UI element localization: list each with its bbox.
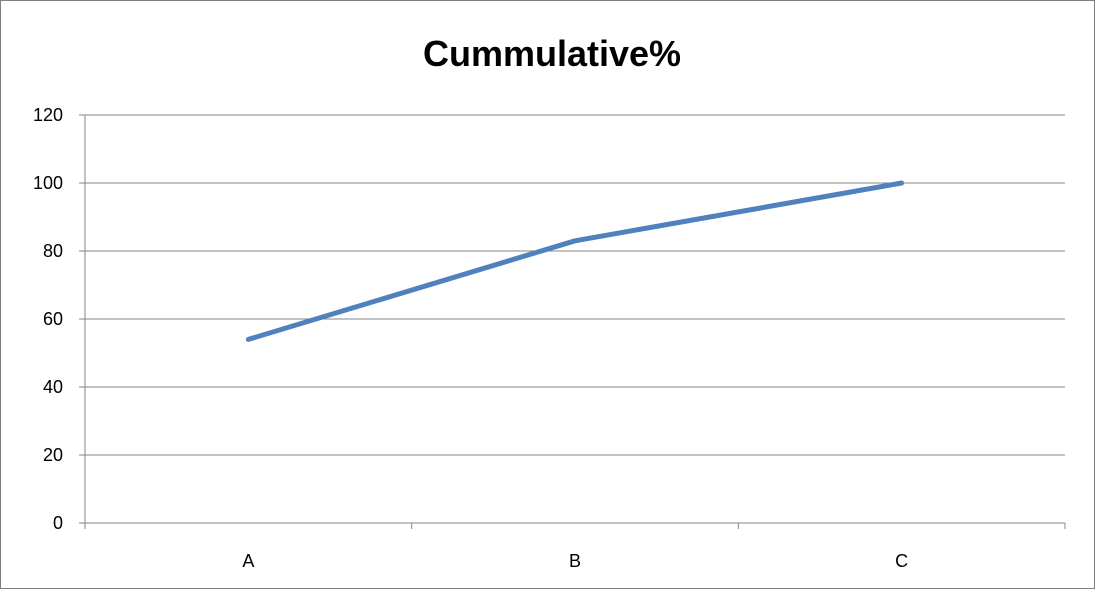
gridlines xyxy=(85,114,1065,456)
y-tick-label: 100 xyxy=(33,173,63,193)
x-tick-label: A xyxy=(242,551,254,571)
y-tick-label: 40 xyxy=(43,377,63,397)
y-tick-label: 0 xyxy=(53,513,63,533)
series-line xyxy=(245,180,905,342)
y-tick-label: 20 xyxy=(43,445,63,465)
x-tick-label: C xyxy=(895,551,908,571)
series xyxy=(245,180,905,342)
y-tick-label: 120 xyxy=(33,105,63,125)
axes: 0 20 40 60 80 100 120 A B C xyxy=(33,105,1066,571)
x-tick-label: B xyxy=(569,551,581,571)
chart-title: Cummulative% xyxy=(423,33,681,74)
y-tick-label: 80 xyxy=(43,241,63,261)
y-tick-label: 60 xyxy=(43,309,63,329)
